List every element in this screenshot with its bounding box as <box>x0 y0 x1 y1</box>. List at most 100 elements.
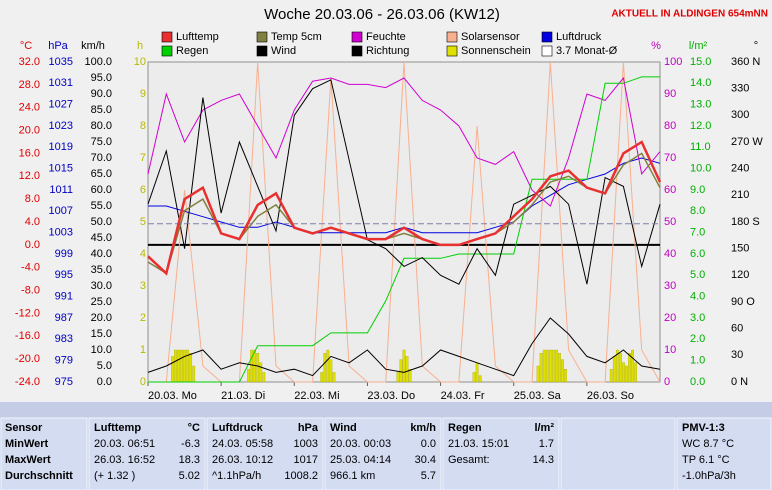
y-tick-label: 90 O <box>731 296 755 308</box>
series-line <box>147 140 662 276</box>
bar <box>615 349 619 383</box>
y-tick-label: 1015 <box>49 163 73 175</box>
bar <box>396 372 400 383</box>
y-tick-label: -12.0 <box>15 307 40 319</box>
legend-label: Feuchte <box>366 31 406 43</box>
table-header: l/m² <box>534 422 554 434</box>
y-tick-label: 75.0 <box>91 136 112 148</box>
table-cell-text: MaxWert <box>5 454 51 466</box>
y-tick-label: 70 <box>664 152 676 164</box>
legend-swatch <box>541 45 553 57</box>
table-cell-text: 20.03. 06:51 <box>94 438 155 450</box>
y-tick-label: 35.0 <box>91 264 112 276</box>
y-tick-label: 240 <box>731 163 749 175</box>
y-tick-label: 330 <box>731 83 749 95</box>
table-cell-text: TP 6.1 °C <box>682 454 730 466</box>
y-tick-label: 28.0 <box>19 79 40 91</box>
y-tick-label: 6 <box>140 184 146 196</box>
series-line <box>147 79 661 285</box>
bar <box>329 359 333 383</box>
axis-unit: ° <box>754 40 758 52</box>
x-tick-label: 24.03. Fr <box>441 390 485 402</box>
bar <box>402 349 406 383</box>
y-tick-label: 14.0 <box>690 77 711 89</box>
table-cell-text: 0.0 <box>421 438 436 450</box>
table-cell-text: 1008.2 <box>284 470 318 482</box>
table-cell-text: -6.3 <box>181 438 200 450</box>
table-cell-text: (+ 1.32 ) <box>94 470 135 482</box>
y-tick-label: 100.0 <box>84 56 112 68</box>
table-header: PMV-1:3 <box>682 422 725 434</box>
y-tick-label: 5.0 <box>690 269 705 281</box>
bar <box>326 349 330 383</box>
y-tick-label: 300 <box>731 109 749 121</box>
y-tick-label: 2 <box>140 312 146 324</box>
bar <box>625 365 628 383</box>
legend-swatch <box>351 45 363 57</box>
table-cell-text: 18.3 <box>179 454 200 466</box>
table-cell <box>324 417 442 490</box>
legend-label: Solarsensor <box>461 31 520 43</box>
y-tick-label: 30 <box>664 280 676 292</box>
plot-area <box>147 61 661 383</box>
legend-label: Lufttemp <box>176 31 219 43</box>
bar <box>177 349 180 383</box>
table-cell-text: 21.03. 15:01 <box>448 438 509 450</box>
bar <box>183 349 186 383</box>
table-cell-text: 25.03. 04:14 <box>330 454 391 466</box>
table-header: Lufttemp <box>94 422 141 434</box>
y-tick-label: 360 N <box>731 56 760 68</box>
table-cell-text: 14.3 <box>533 454 554 466</box>
chart-title: Woche 20.03.06 - 26.03.06 (KW12) <box>264 6 500 23</box>
y-tick-label: 1023 <box>49 120 73 132</box>
bar <box>478 375 482 383</box>
y-tick-label: 12.0 <box>19 170 40 182</box>
subtitle: AKTUELL IN ALDINGEN 654mNN <box>611 9 768 20</box>
y-tick-label: 20.0 <box>19 124 40 136</box>
table-cell-text: 5.7 <box>421 470 436 482</box>
bar <box>405 356 409 383</box>
y-tick-label: 90 <box>664 88 676 100</box>
y-tick-label: -8.0 <box>21 284 40 296</box>
stats-table: Sensor Lufttemp °C Luftdruck hPa Wind km/h Rege… <box>0 417 772 490</box>
legend-swatch <box>541 31 553 43</box>
axis-unit: km/h <box>81 40 105 52</box>
bar <box>555 349 558 383</box>
bar <box>180 349 183 383</box>
legend-swatch <box>446 31 458 43</box>
y-tick-label: 1 <box>140 344 146 356</box>
legend-swatch <box>351 31 363 43</box>
y-tick-label: 60.0 <box>91 184 112 196</box>
y-tick-label: 25.0 <box>91 296 112 308</box>
bar <box>551 349 555 383</box>
table-header: Wind <box>330 422 357 434</box>
y-tick-label: 50.0 <box>91 216 112 228</box>
bar <box>399 359 403 383</box>
y-tick-label: 32.0 <box>19 56 40 68</box>
y-tick-label: 150 <box>731 243 749 255</box>
table-cell <box>88 417 206 490</box>
bar <box>256 353 260 383</box>
table-cell-text: 5.02 <box>179 470 200 482</box>
bar <box>320 372 324 383</box>
table-cell-text: Gesamt: <box>448 454 490 466</box>
axis-unit: % <box>651 40 661 52</box>
y-tick-label: 5.0 <box>97 360 112 372</box>
table-cell-text: WC 8.7 °C <box>682 438 734 450</box>
y-tick-label: 1.0 <box>690 355 705 367</box>
x-tick-label: 22.03. Mi <box>294 390 339 402</box>
y-tick-label: -4.0 <box>21 262 40 274</box>
y-tick-label: 987 <box>55 312 73 324</box>
bar <box>548 349 552 383</box>
table-cell-text: 1003 <box>294 438 318 450</box>
bar <box>250 349 253 383</box>
y-tick-label: 0.0 <box>690 376 705 388</box>
y-tick-label: 70.0 <box>91 152 112 164</box>
y-tick-label: 10.0 <box>91 344 112 356</box>
y-tick-label: 4.0 <box>690 291 705 303</box>
y-tick-label: 40 <box>664 248 676 260</box>
bar <box>631 349 634 383</box>
bar <box>612 356 616 383</box>
y-tick-label: 80 <box>664 120 676 132</box>
y-tick-label: 20 <box>664 312 676 324</box>
